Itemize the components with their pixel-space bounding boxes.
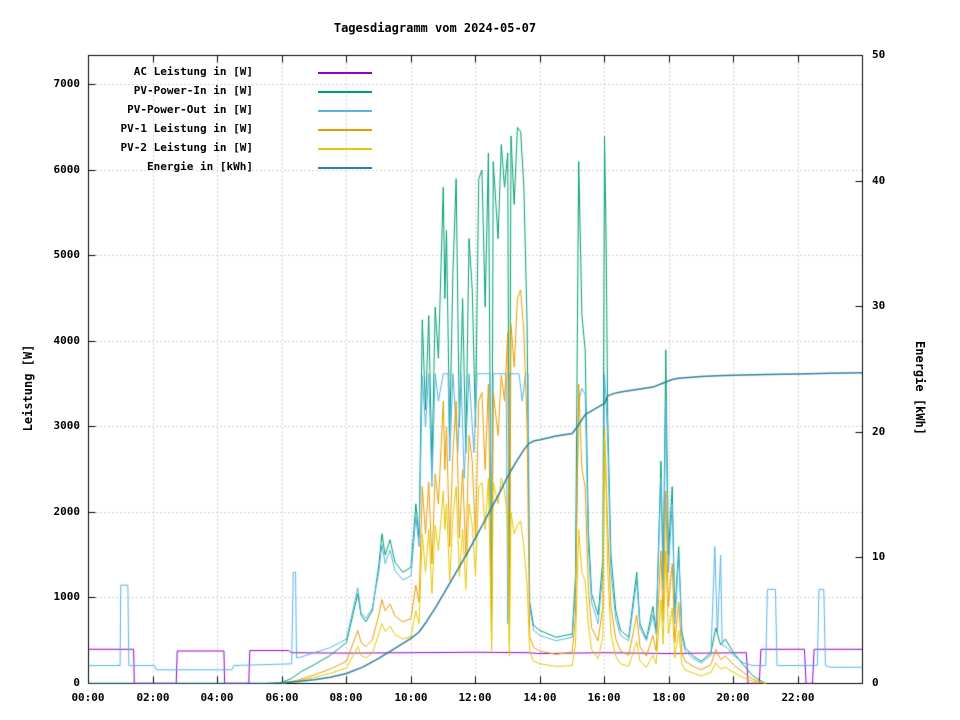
y-right-tick-label: 30 [872, 299, 886, 312]
x-tick-label: 04:00 [200, 691, 234, 704]
x-tick-label: 16:00 [587, 691, 621, 704]
legend-item-pv-power-in: PV-Power-In in [W] [88, 82, 488, 101]
x-tick-label: 08:00 [329, 691, 363, 704]
right-axis-label: Energie [kWh] [913, 341, 927, 435]
x-tick-label: 18:00 [652, 691, 686, 704]
y-right-tick-label: 0 [872, 676, 879, 689]
y-left-tick-label: 3000 [53, 419, 81, 432]
left-axis-label: Leistung [W] [21, 344, 35, 432]
legend-label: PV-1 Leistung in [W] [120, 122, 253, 135]
x-tick-label: 20:00 [716, 691, 750, 704]
legend-label: AC Leistung in [W] [133, 65, 253, 78]
legend-label: PV-2 Leistung in [W] [120, 141, 253, 154]
x-tick-label: 12:00 [458, 691, 492, 704]
legend-label: Energie in [kWh] [147, 160, 253, 173]
legend-item-ac: AC Leistung in [W] [88, 63, 488, 82]
y-left-tick-label: 6000 [53, 163, 81, 176]
y-right-tick-label: 10 [872, 550, 886, 563]
y-left-tick-label: 4000 [53, 334, 81, 347]
x-tick-label: 06:00 [265, 691, 299, 704]
y-left-tick-label: 0 [73, 676, 80, 689]
legend: AC Leistung in [W] PV-Power-In in [W] PV… [88, 63, 488, 177]
legend-item-energie: Energie in [kWh] [88, 158, 488, 177]
y-left-tick-label: 2000 [53, 505, 81, 518]
x-tick-label: 22:00 [781, 691, 815, 704]
legend-line-sample [318, 129, 372, 131]
legend-item-pv1: PV-1 Leistung in [W] [88, 120, 488, 139]
y-right-tick-label: 20 [872, 425, 886, 438]
legend-label: PV-Power-In in [W] [133, 84, 253, 97]
y-right-tick-label: 40 [872, 174, 886, 187]
legend-label: PV-Power-Out in [W] [127, 103, 253, 116]
y-right-tick-label: 50 [872, 48, 886, 61]
y-left-tick-label: 7000 [53, 77, 81, 90]
y-left-tick-label: 1000 [53, 590, 81, 603]
x-tick-label: 14:00 [523, 691, 557, 704]
legend-line-sample [318, 91, 372, 93]
legend-line-sample [318, 148, 372, 150]
legend-item-pv2: PV-2 Leistung in [W] [88, 139, 488, 158]
x-tick-label: 02:00 [136, 691, 170, 704]
x-tick-label: 00:00 [71, 691, 105, 704]
y-left-tick-label: 5000 [53, 248, 81, 261]
x-tick-label: 10:00 [394, 691, 428, 704]
legend-line-sample [318, 72, 372, 74]
legend-line-sample [318, 167, 372, 169]
legend-item-pv-power-out: PV-Power-Out in [W] [88, 101, 488, 120]
chart-title: Tagesdiagramm vom 2024-05-07 [333, 21, 537, 35]
legend-line-sample [318, 110, 372, 112]
